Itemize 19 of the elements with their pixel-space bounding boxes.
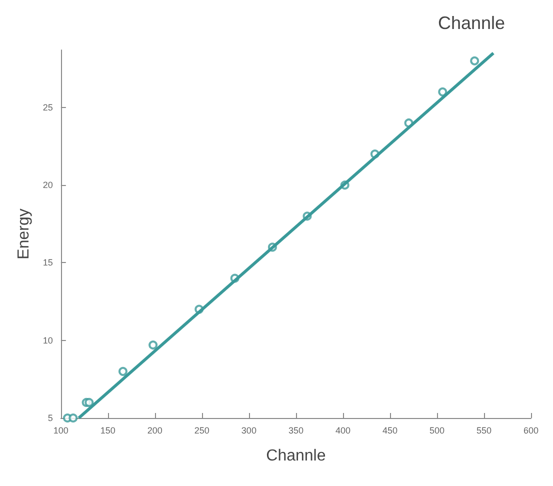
x-tick-label: 150 (100, 426, 116, 436)
x-axis-title: Channle (266, 448, 326, 464)
x-tick-label: 350 (288, 426, 304, 436)
x-tick-label: 250 (194, 426, 210, 436)
y-axis-title: Energy (16, 208, 32, 260)
y-tick-label: 10 (42, 335, 53, 346)
x-tick-label: 600 (523, 426, 539, 436)
x-tick-label: 500 (429, 426, 444, 436)
y-tick-label: 5 (48, 413, 53, 423)
x-tick-label: 100 (53, 426, 68, 436)
x-tick-label: 200 (147, 426, 162, 436)
y-tick-label: 20 (42, 180, 53, 190)
x-tick-label: 400 (335, 426, 350, 436)
x-tick-label: 550 (476, 426, 492, 436)
y-tick-label: 15 (42, 258, 53, 268)
x-tick-label: 300 (241, 426, 256, 436)
text: Channle (438, 13, 506, 33)
y-tick-label: 25 (42, 102, 53, 112)
x-tick-label: 450 (382, 426, 398, 436)
